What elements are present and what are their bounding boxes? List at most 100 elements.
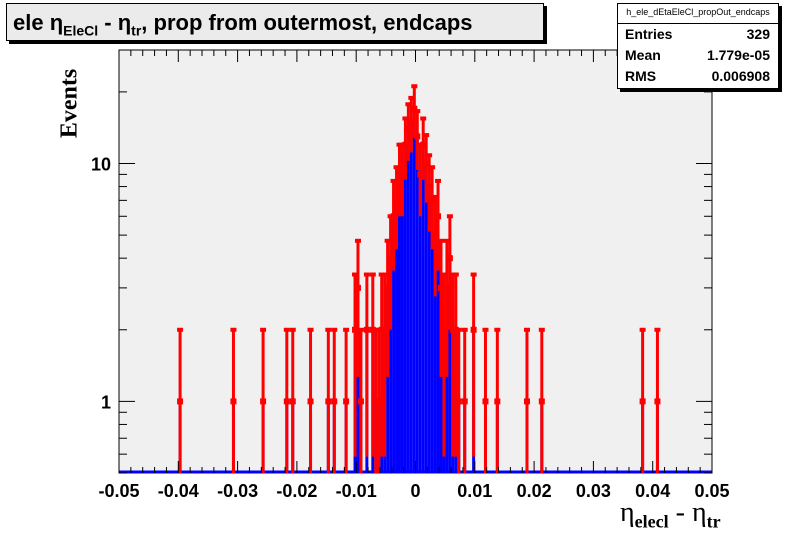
data-point [538,398,545,405]
x-tick-label: 0.04 [635,481,670,501]
histogram-bin [421,144,425,473]
error-bar-cap [452,272,459,277]
data-point [381,326,388,333]
data-point [352,326,359,333]
data-point [331,398,338,405]
error-bar-cap [426,153,433,158]
data-point [177,398,184,405]
error-bar-cap [405,102,412,107]
stats-histogram-name: h_ele_dEtaEleCl_propOut_endcaps [618,4,778,24]
stats-rms-label: RMS [625,68,657,84]
histogram-bin [418,174,422,473]
histogram-bin [356,287,360,473]
histogram-bin [439,287,443,473]
data-point [384,284,391,291]
x-tick-label: -0.04 [158,481,199,501]
error-bar-cap [230,327,237,332]
data-point [343,398,350,405]
histogram-bin [398,174,401,473]
error-bar-cap [393,165,400,170]
x-axis-label-mid: - η [668,497,707,528]
error-bar-cap [455,327,462,332]
data-point [435,213,442,220]
error-bar-cap [435,178,442,183]
stats-entries-label: Entries [625,26,673,42]
histogram-bin [412,108,416,473]
error-bar-layer [177,84,661,473]
data-point [325,398,332,405]
x-tick-label: -0.03 [217,481,258,501]
error-bar-cap [408,95,415,100]
error-bar-cap [384,238,391,243]
title-sub-1: EleCl [63,22,99,39]
chart-title: ele ηEleCl - ηtr, prop from outermost, e… [6,3,544,41]
stats-mean-value: 1.779e-05 [706,47,770,63]
data-point [307,398,314,405]
title-sub-2: tr [131,22,142,39]
data-point [443,284,450,291]
data-point [639,398,646,405]
x-tick-label: 0.01 [457,481,492,501]
data-point [357,398,364,405]
error-bar-cap [429,165,436,170]
data-point [414,133,421,140]
x-tick-label: 0.02 [517,481,552,501]
y-tick-label: 10 [91,155,111,175]
data-point [289,398,296,405]
data-point [390,213,397,220]
error-bar-cap [423,133,430,138]
x-axis-label: ηelecl - ηtr [620,497,721,533]
histogram-bin [424,163,428,473]
data-point [363,326,370,333]
x-axis-label-main: η [620,497,635,528]
data-point [426,183,433,190]
error-bar-cap [352,272,359,277]
error-bar-cap [411,84,418,89]
histogram-bin [389,258,393,473]
title-text-2: - η [98,10,132,35]
error-bar-cap [381,272,388,277]
error-bar-cap [461,327,468,332]
error-bar-cap [357,327,364,332]
error-bar-cap [289,327,296,332]
data-point [423,160,430,167]
data-point [260,398,267,405]
error-bar-cap [420,116,427,121]
stats-mean-label: Mean [625,47,661,63]
error-bar-cap [369,272,376,277]
histogram-bin [403,144,407,473]
data-point [440,326,447,333]
data-point [411,105,418,112]
error-bar-cap [654,327,661,332]
data-point [432,232,439,239]
stats-row-entries: Entries 329 [618,24,778,45]
x-tick-label: 0 [410,481,420,501]
error-bar-cap [325,327,332,332]
histogram-bin [395,200,399,473]
stats-entries-value: 329 [746,26,770,42]
error-bar-cap [343,327,350,332]
data-point [405,125,412,132]
histogram-bin [433,235,437,473]
stats-row-rms: RMS 0.006908 [618,66,778,87]
histogram-bin [445,287,449,473]
data-point [375,398,382,405]
error-bar-cap [177,327,184,332]
data-point [654,398,661,405]
error-bar-cap [443,238,450,243]
error-bar-cap [402,116,409,121]
x-tick-label: 0.05 [694,481,729,501]
error-bar-cap [414,109,421,114]
data-point [354,284,361,291]
error-bar-cap [437,238,444,243]
x-tick-label: -0.01 [336,481,377,501]
histogram-bin [448,258,452,473]
data-point [461,398,468,405]
histogram-bin [400,174,404,473]
error-bar-cap [440,272,447,277]
histogram-bin [436,216,440,473]
histogram-bin [415,136,419,473]
x-tick-label: 0.03 [576,481,611,501]
histogram-bin [392,216,396,473]
